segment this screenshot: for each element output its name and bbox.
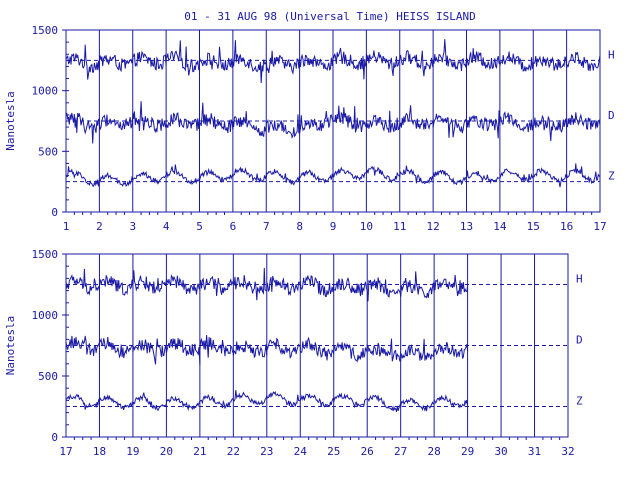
series-label-z: Z (576, 395, 583, 408)
x-tick-label: 19 (126, 445, 139, 458)
y-tick-label: 0 (51, 206, 58, 219)
chart-panel-2: 17 18 19 20 21 22 23 24 25 26 27 28 29 30 31 32 0 500 1000… (4, 248, 583, 458)
series-label-h: H (576, 273, 583, 286)
series-label-d: D (576, 334, 583, 347)
y-tick-label: 0 (51, 431, 58, 444)
x-tick-label: 22 (227, 445, 240, 458)
x-tick-label: 12 (427, 220, 440, 233)
x-tick-label: 8 (296, 220, 303, 233)
series-line-h (65, 267, 469, 302)
y-tick-label: 1500 (32, 24, 59, 37)
x-tick-label: 3 (129, 220, 136, 233)
x-tick-label: 28 (428, 445, 441, 458)
x-tick-label: 26 (361, 445, 374, 458)
y-axis-label: Nanotesla (4, 91, 17, 151)
series-line-h (65, 39, 601, 84)
x-tick-label: 21 (193, 445, 206, 458)
series-line-z (65, 163, 601, 188)
x-tick-label: 15 (527, 220, 540, 233)
x-tick-label: 11 (393, 220, 406, 233)
x-tick-label: 14 (493, 220, 507, 233)
chart-title: 01 - 31 AUG 98 (Universal Time) HEISS IS… (184, 10, 475, 23)
y-tick-label: 500 (38, 370, 58, 383)
x-tick-label: 30 (494, 445, 507, 458)
y-tick-label: 1000 (32, 309, 59, 322)
x-tick-label: 5 (196, 220, 203, 233)
x-tick-label: 27 (394, 445, 407, 458)
x-tick-label: 4 (163, 220, 170, 233)
x-tick-label: 13 (460, 220, 473, 233)
x-tick-label: 17 (59, 445, 72, 458)
y-tick-label: 1000 (32, 85, 59, 98)
x-tick-label: 2 (96, 220, 103, 233)
x-tick-label: 25 (327, 445, 340, 458)
x-tick-label: 32 (561, 445, 574, 458)
x-tick-label: 6 (230, 220, 237, 233)
y-tick-label: 500 (38, 145, 58, 158)
x-tick-label: 17 (593, 220, 606, 233)
x-tick-label: 23 (260, 445, 273, 458)
x-tick-label: 20 (160, 445, 173, 458)
series-line-z (65, 389, 469, 412)
x-tick-label: 7 (263, 220, 270, 233)
x-tick-label: 9 (330, 220, 337, 233)
chart-panel-1: 1 2 3 4 5 6 7 8 9 10 11 12 13 14 15 16 17050010001500Nan… (4, 24, 615, 233)
series-label-z: Z (608, 170, 615, 183)
y-tick-label: 1500 (32, 248, 59, 261)
series-line-d (65, 335, 469, 365)
x-tick-label: 16 (560, 220, 573, 233)
x-tick-label: 10 (360, 220, 373, 233)
x-tick-label: 24 (294, 445, 308, 458)
series-line-d (65, 101, 601, 144)
x-tick-label: 31 (528, 445, 541, 458)
series-label-d: D (608, 109, 615, 122)
x-tick-label: 1 (63, 220, 70, 233)
y-axis-label: Nanotesla (4, 316, 17, 376)
series-label-h: H (608, 48, 615, 61)
x-tick-label: 18 (93, 445, 106, 458)
x-tick-label: 29 (461, 445, 474, 458)
